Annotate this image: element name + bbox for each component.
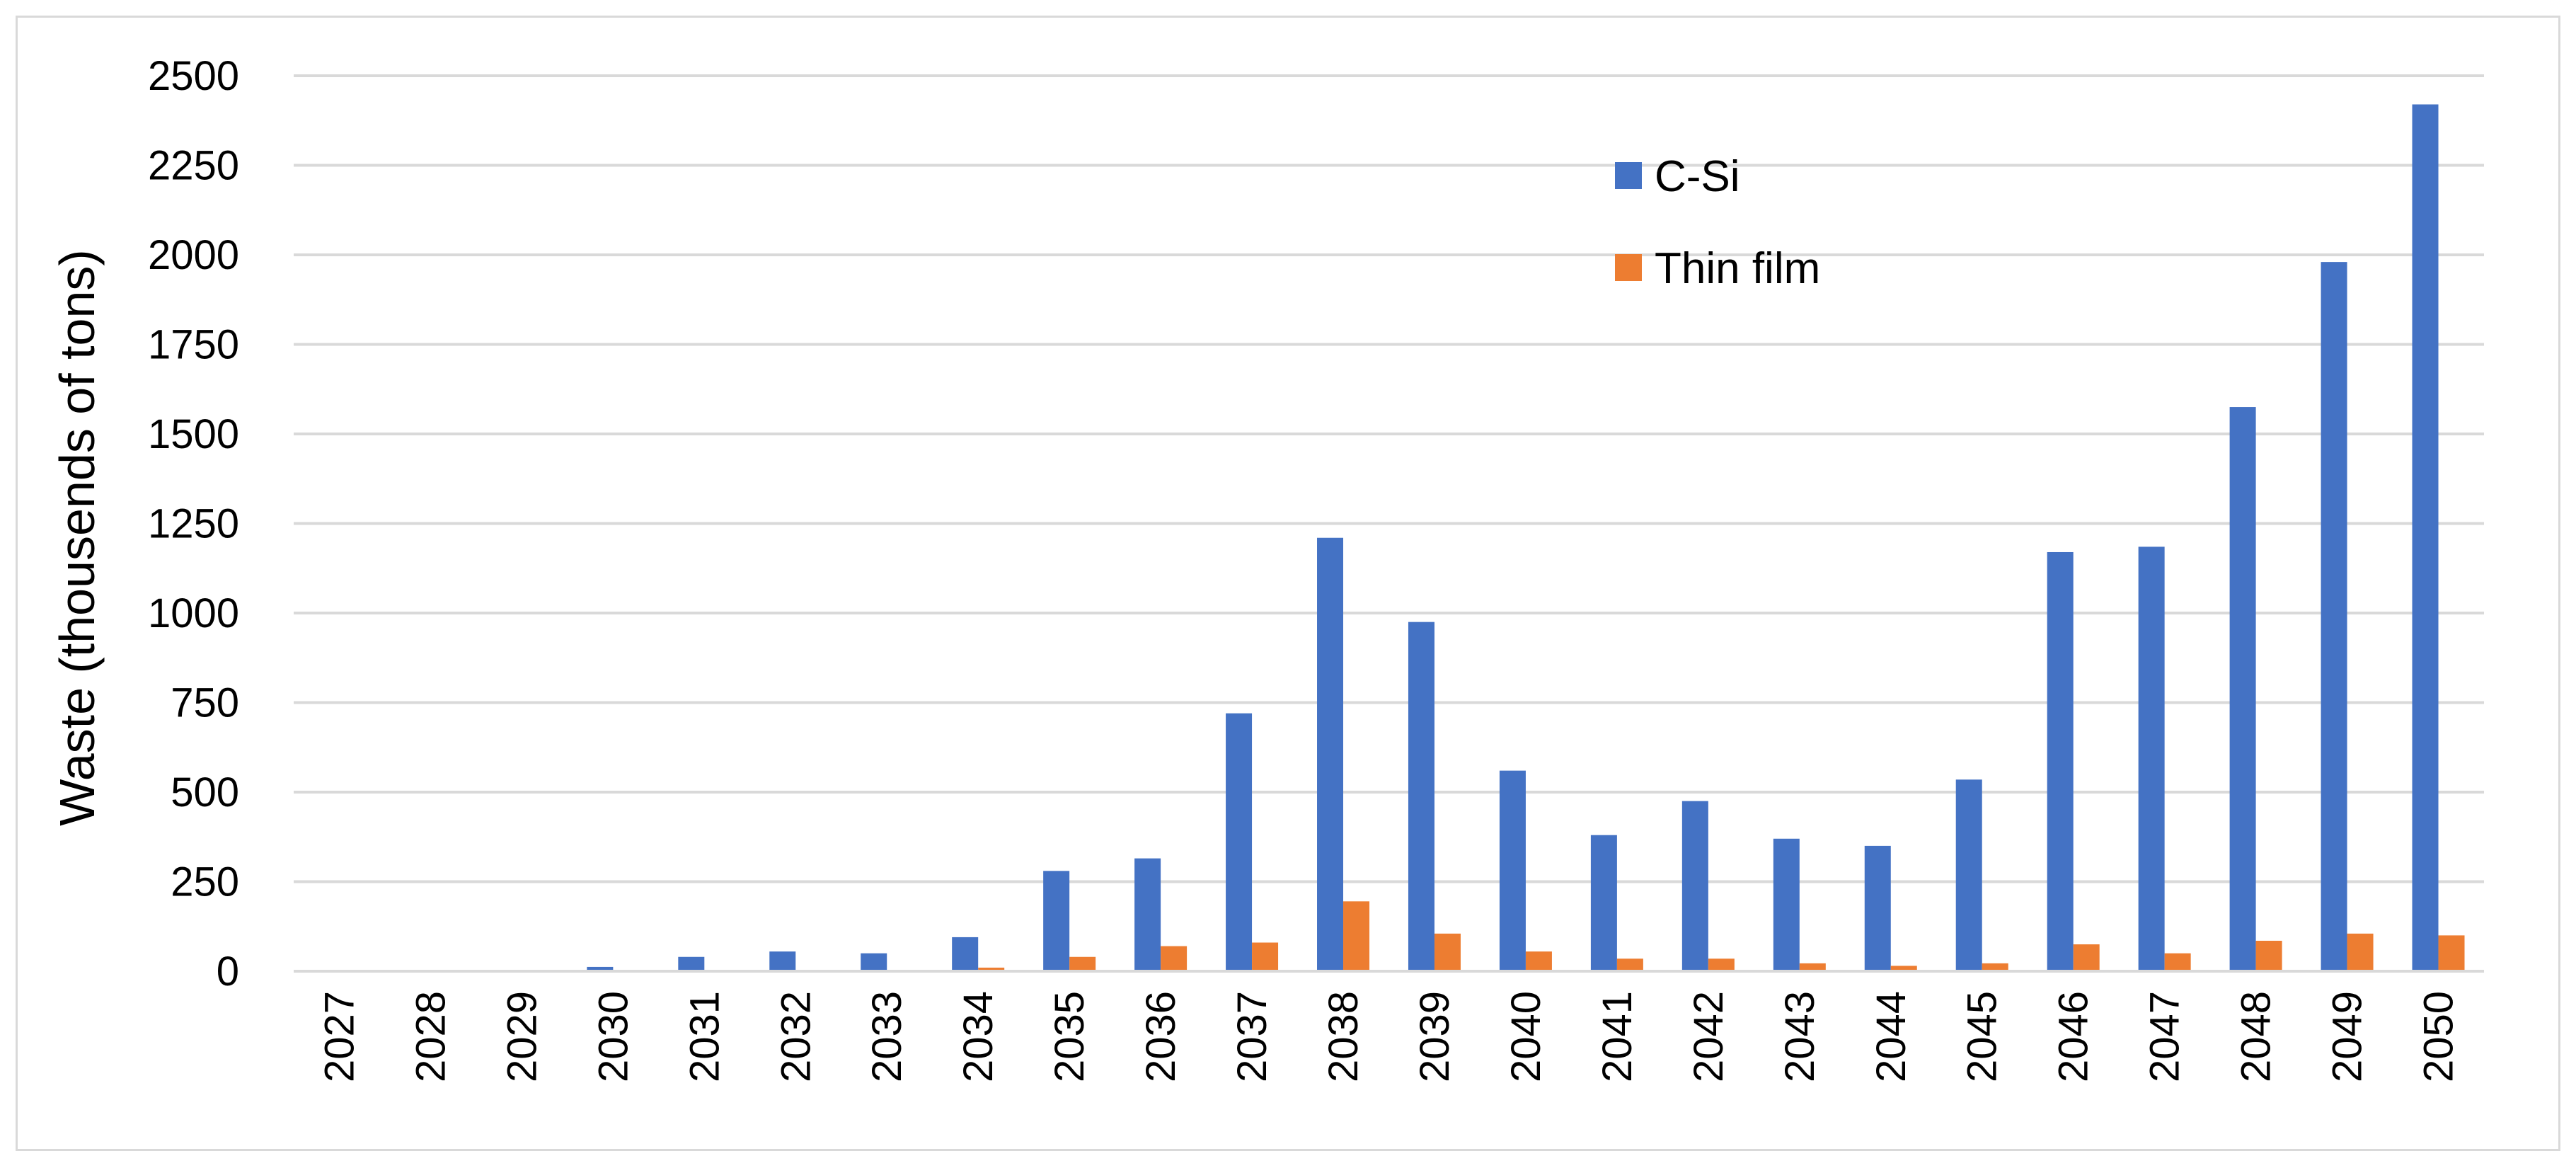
y-tick-label: 0 xyxy=(217,949,239,995)
x-tick-label: 2027 xyxy=(316,991,362,1082)
bar-c-si-2045 xyxy=(1955,779,1982,971)
bar-thin-film-2040 xyxy=(1525,951,1552,971)
bar-thin-film-2042 xyxy=(1708,958,1735,971)
bar-thin-film-2045 xyxy=(1982,963,2008,971)
x-tick-label: 2030 xyxy=(590,991,636,1082)
bar-thin-film-2039 xyxy=(1434,933,1461,971)
y-axis-ticks: 0 250 500 750 1000 1250 1500 1750 2000 2250 2500 xyxy=(148,53,239,995)
bar-thin-film-2034 xyxy=(978,967,1005,971)
bar-c-si-2031 xyxy=(678,956,705,971)
x-tick-label: 2048 xyxy=(2233,991,2279,1082)
bars xyxy=(587,104,2465,972)
x-tick-label: 2046 xyxy=(2051,991,2097,1082)
y-axis-title: Waste (thousends of tons) xyxy=(50,249,105,825)
bar-c-si-2040 xyxy=(1499,770,1526,971)
x-axis-ticks: 2027 2028 2029 2030 2031 2032 2033 2034 2035 2036… xyxy=(316,991,2461,1082)
y-tick-label: 250 xyxy=(171,859,239,905)
legend-swatch-c-si xyxy=(1615,162,1642,189)
x-tick-label: 2045 xyxy=(1960,991,2006,1082)
x-tick-label: 2031 xyxy=(682,991,728,1082)
x-tick-label: 2036 xyxy=(1138,991,1184,1082)
bar-c-si-2034 xyxy=(952,937,979,971)
bar-c-si-2041 xyxy=(1590,835,1617,971)
bar-c-si-2042 xyxy=(1681,801,1708,971)
y-tick-label: 500 xyxy=(171,769,239,815)
x-tick-label: 2033 xyxy=(864,991,910,1082)
y-tick-label: 1500 xyxy=(148,411,239,457)
bar-thin-film-2041 xyxy=(1616,958,1643,971)
x-tick-label: 2047 xyxy=(2142,991,2188,1082)
legend-label: Thin film xyxy=(1655,244,1820,293)
legend-label: C-Si xyxy=(1655,152,1740,201)
bar-c-si-2030 xyxy=(587,966,614,971)
gridlines xyxy=(294,74,2484,883)
x-tick-label: 2035 xyxy=(1047,991,1093,1082)
bar-c-si-2044 xyxy=(1864,845,1891,971)
bar-thin-film-2044 xyxy=(1890,966,1917,971)
x-tick-label: 2028 xyxy=(408,991,454,1082)
x-tick-label: 2049 xyxy=(2325,991,2371,1082)
bar-thin-film-2037 xyxy=(1252,942,1279,971)
chart-frame xyxy=(16,16,2560,1151)
bar-c-si-2032 xyxy=(769,951,796,971)
x-tick-label: 2042 xyxy=(1686,991,1732,1082)
bar-c-si-2046 xyxy=(2047,551,2074,971)
x-tick-label: 2041 xyxy=(1594,991,1640,1082)
bar-thin-film-2046 xyxy=(2073,944,2100,971)
bar-c-si-2033 xyxy=(861,953,887,971)
bar-thin-film-2049 xyxy=(2347,933,2374,971)
legend: C-Si Thin film xyxy=(1615,152,1820,293)
bar-c-si-2036 xyxy=(1134,858,1161,971)
y-tick-label: 1000 xyxy=(148,590,239,636)
bar-c-si-2043 xyxy=(1773,838,1800,971)
bar-c-si-2037 xyxy=(1226,713,1253,971)
x-tick-label: 2040 xyxy=(1503,991,1549,1082)
bar-thin-film-2043 xyxy=(1799,963,1826,971)
bar-c-si-2039 xyxy=(1408,622,1434,971)
y-tick-label: 2000 xyxy=(148,232,239,278)
y-tick-label: 750 xyxy=(171,680,239,726)
bar-thin-film-2048 xyxy=(2255,940,2282,971)
x-tick-label: 2032 xyxy=(773,991,819,1082)
bar-thin-film-2038 xyxy=(1343,901,1370,971)
x-tick-label: 2050 xyxy=(2416,991,2462,1082)
bar-thin-film-2036 xyxy=(1161,946,1188,971)
bar-c-si-2038 xyxy=(1317,537,1344,971)
y-tick-label: 1750 xyxy=(148,322,239,368)
bar-c-si-2048 xyxy=(2229,407,2256,971)
bar-c-si-2047 xyxy=(2138,546,2165,971)
x-tick-label: 2037 xyxy=(1229,991,1275,1082)
x-tick-label: 2029 xyxy=(499,991,545,1082)
bar-thin-film-2050 xyxy=(2438,935,2465,971)
bar-c-si-2050 xyxy=(2412,104,2439,972)
y-tick-label: 1250 xyxy=(148,501,239,547)
x-tick-label: 2034 xyxy=(955,991,1001,1082)
bar-thin-film-2035 xyxy=(1069,956,1096,971)
bar-c-si-2049 xyxy=(2321,262,2347,971)
legend-swatch-thin-film xyxy=(1615,254,1642,281)
x-tick-label: 2038 xyxy=(1321,991,1367,1082)
x-tick-label: 2039 xyxy=(1412,991,1458,1082)
y-tick-label: 2250 xyxy=(148,143,239,189)
x-tick-label: 2044 xyxy=(1868,991,1914,1082)
x-tick-label: 2043 xyxy=(1777,991,1823,1082)
y-tick-label: 2500 xyxy=(148,53,239,99)
bar-thin-film-2047 xyxy=(2164,953,2191,971)
bar-c-si-2035 xyxy=(1043,871,1070,971)
